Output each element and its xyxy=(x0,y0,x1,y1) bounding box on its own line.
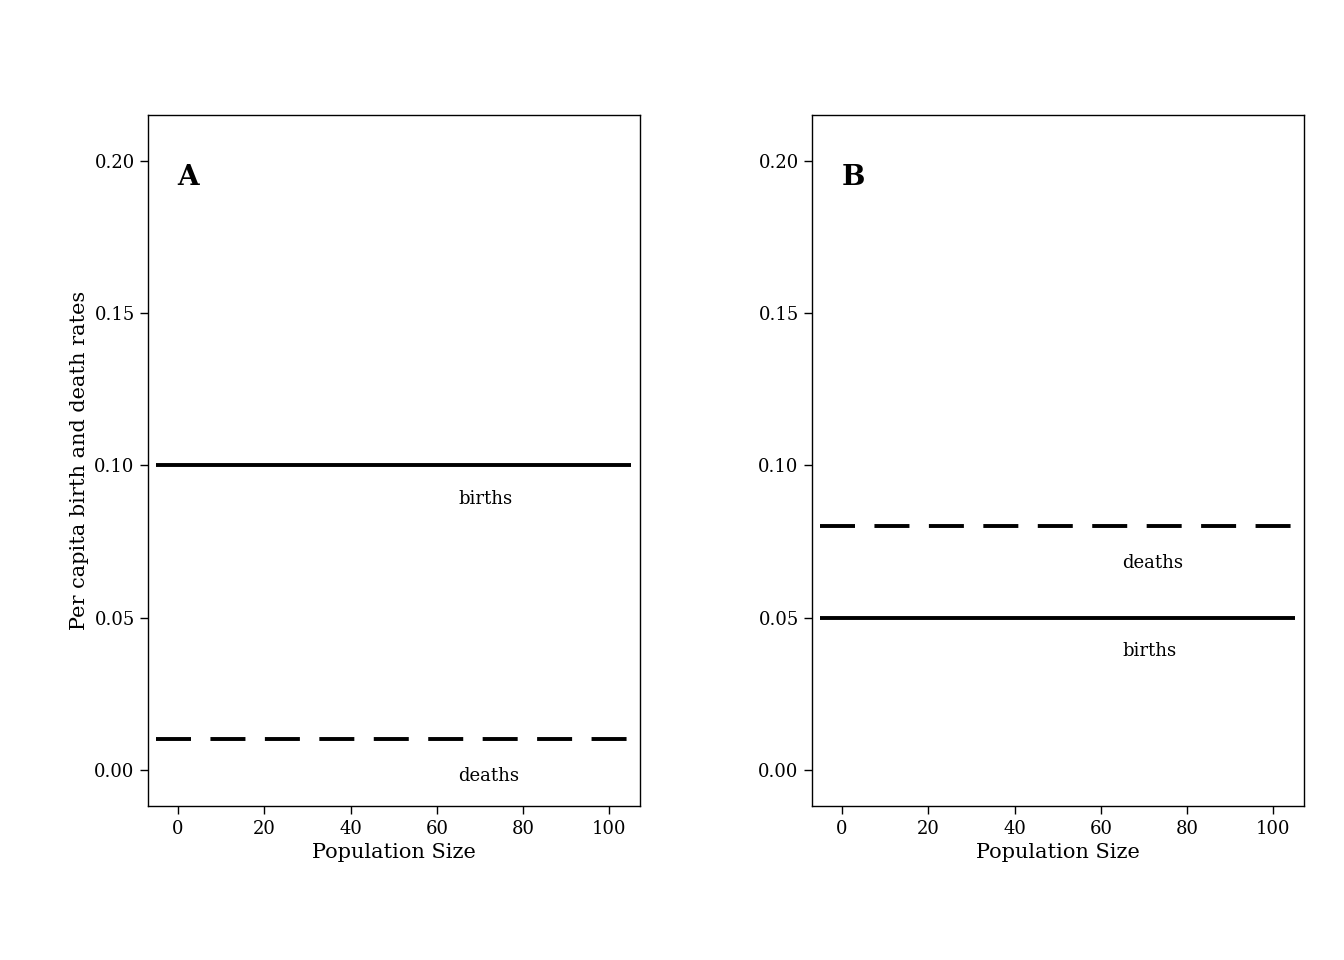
Text: deaths: deaths xyxy=(458,767,520,785)
Text: B: B xyxy=(841,163,864,191)
X-axis label: Population Size: Population Size xyxy=(312,843,476,862)
Text: deaths: deaths xyxy=(1122,554,1184,571)
Text: births: births xyxy=(458,490,512,508)
Y-axis label: Per capita birth and death rates: Per capita birth and death rates xyxy=(70,291,89,631)
X-axis label: Population Size: Population Size xyxy=(976,843,1140,862)
Text: births: births xyxy=(1122,642,1176,660)
Text: A: A xyxy=(177,163,199,191)
